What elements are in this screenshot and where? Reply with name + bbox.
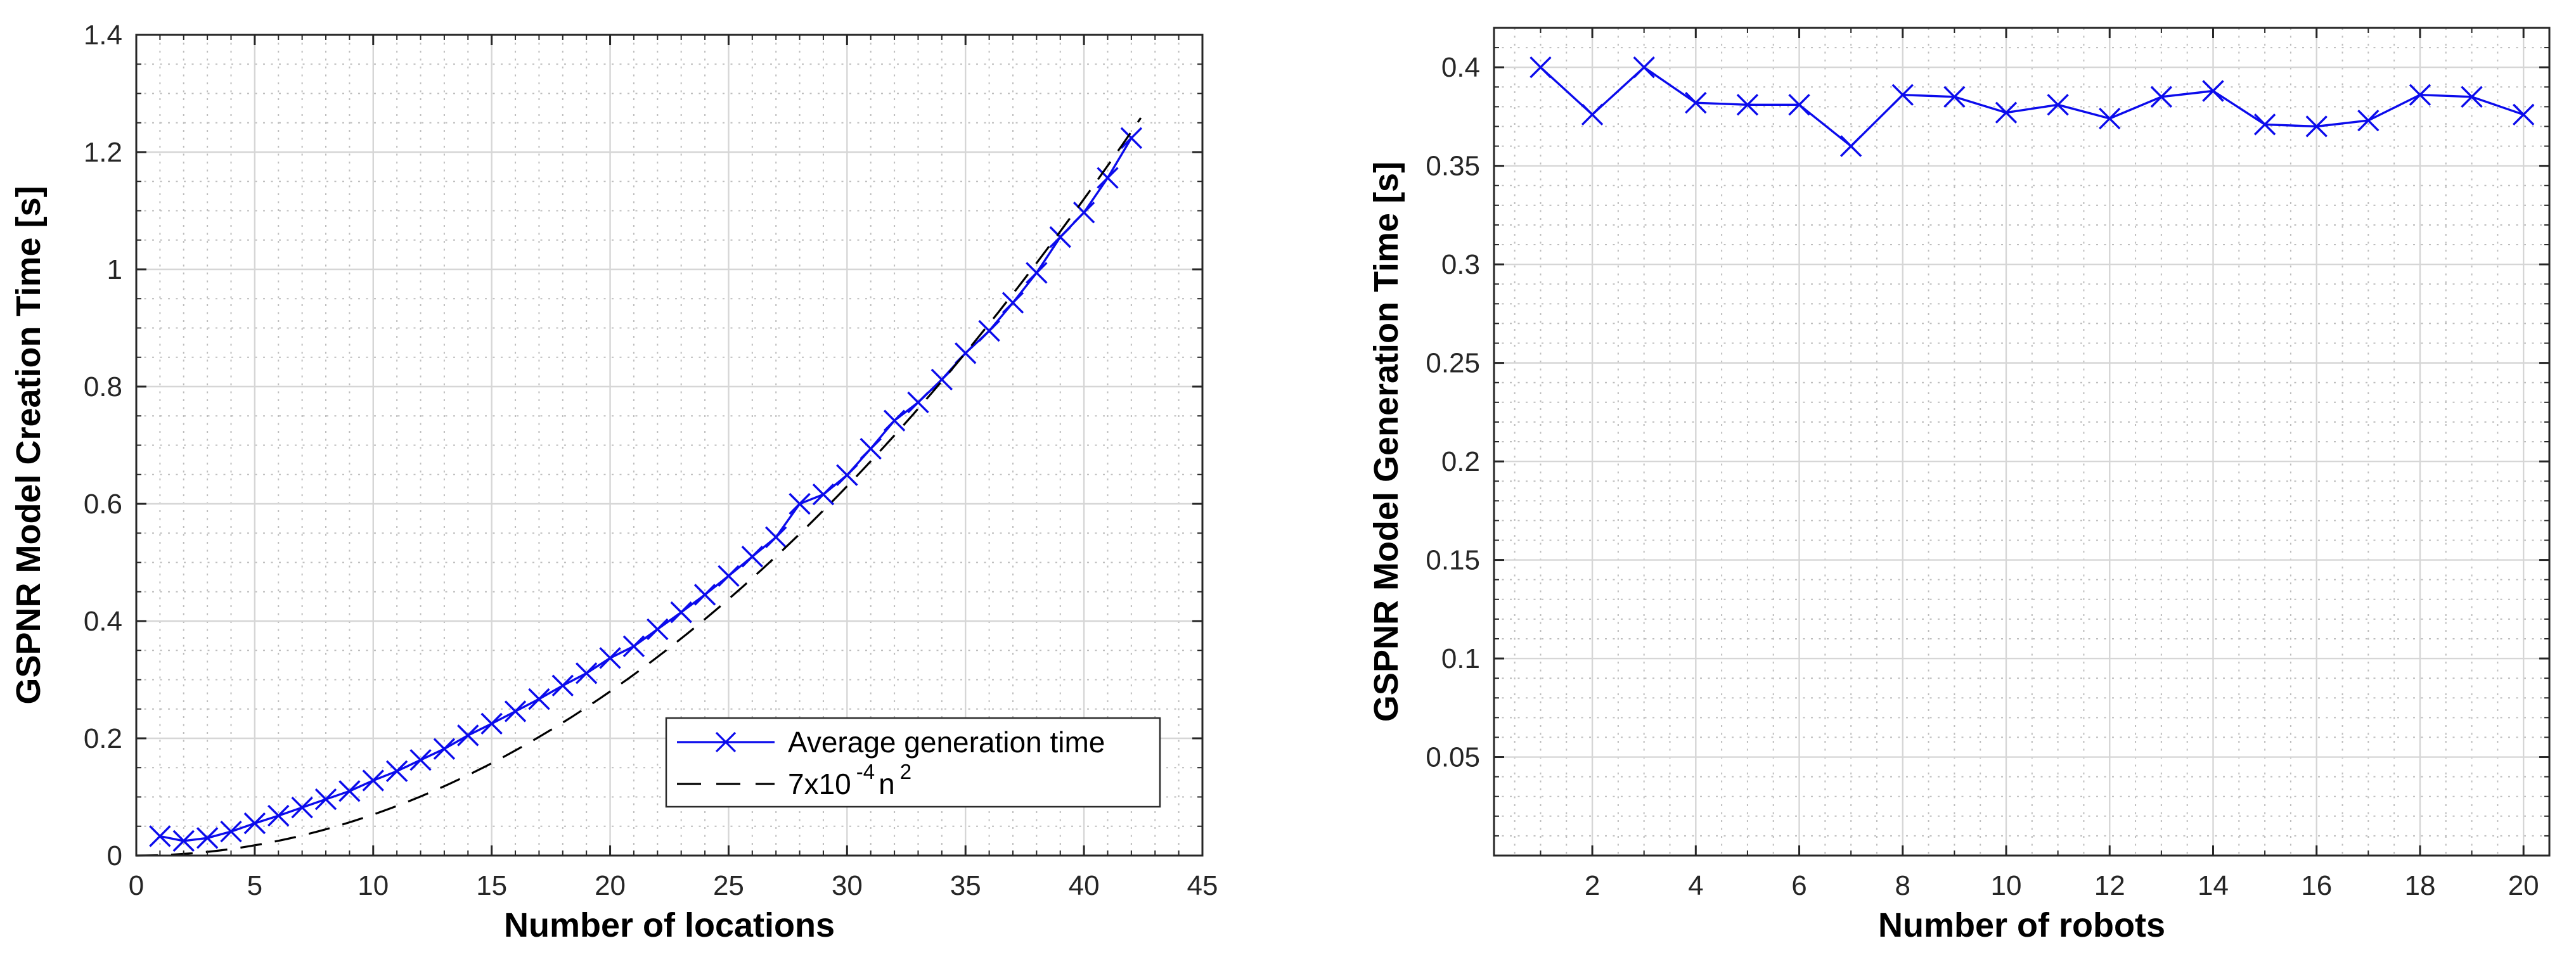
x-tick-label: 30 <box>832 870 863 901</box>
series-group <box>136 117 1143 857</box>
y-tick-label: 0.2 <box>84 723 122 754</box>
x-tick-label: 5 <box>247 870 262 901</box>
series-group <box>1530 56 2535 157</box>
minor-grid <box>136 35 1202 856</box>
y-tick-label: 0.4 <box>1441 52 1480 83</box>
tick-labels: 2 4 6 8 10 12 14 16 18 20 0.05 0.1 0.15 0.2 0.25 0.3 0.3… <box>1426 52 2539 901</box>
y-tick-label: 0.35 <box>1426 151 1480 182</box>
y-tick-label: 0.15 <box>1426 545 1480 576</box>
x-tick-label: 4 <box>1688 870 1703 901</box>
x-tick-label: 20 <box>2508 870 2539 901</box>
x-axis-label: Number of robots <box>1878 906 2165 944</box>
x-tick-label: 6 <box>1791 870 1806 901</box>
y-axis-label: GSPNR Model Creation Time [s] <box>10 186 48 704</box>
minor-tick-marks <box>136 35 1202 856</box>
y-tick-label: 0.6 <box>84 489 122 520</box>
x-tick-label: 15 <box>476 870 507 901</box>
y-axis-label: GSPNR Model Generation Time [s] <box>1367 162 1405 722</box>
x-tick-label: 2 <box>1585 870 1600 901</box>
x-tick-label: 8 <box>1895 870 1910 901</box>
x-tick-label: 16 <box>2301 870 2332 901</box>
data-series-line <box>1540 66 2524 148</box>
y-tick-label: 1 <box>107 254 122 285</box>
y-tick-label: 0.1 <box>1441 643 1480 674</box>
x-tick-label: 10 <box>1991 870 2022 901</box>
tick-labels: 0 5 10 15 20 25 30 35 40 45 0 0.2 0.4 0.6 0.8 1 1.2 1.4 <box>84 20 1218 901</box>
x-tick-label: 45 <box>1187 870 1218 901</box>
x-tick-label: 25 <box>713 870 744 901</box>
data-markers <box>1530 56 2535 157</box>
right-plot: 2 4 6 8 10 12 14 16 18 20 0.05 0.1 0.15 0.2 0.25 0.3 0.3… <box>1367 27 2551 944</box>
x-tick-label: 12 <box>2094 870 2125 901</box>
x-tick-label: 14 <box>2198 870 2229 901</box>
y-tick-label: 1.2 <box>84 137 122 168</box>
left-plot: 0 5 10 15 20 25 30 35 40 45 0 0.2 0.4 0.6 0.8 1 1.2 1.4 Nu… <box>10 20 1218 944</box>
tick-marks <box>1494 28 2549 856</box>
x-tick-label: 10 <box>357 870 389 901</box>
legend-sample-marker <box>715 731 737 753</box>
y-tick-label: 0.3 <box>1441 249 1480 280</box>
major-grid <box>1494 28 2549 856</box>
x-tick-label: 40 <box>1069 870 1100 901</box>
legend-entry-label: Average generation time <box>788 726 1105 759</box>
data-markers <box>149 127 1143 852</box>
tick-marks <box>135 34 1204 857</box>
x-axis-label: Number of locations <box>504 906 835 944</box>
fit-line <box>136 117 1142 857</box>
x-tick-label: 35 <box>950 870 981 901</box>
y-tick-label: 0.2 <box>1441 446 1480 477</box>
x-tick-label: 0 <box>129 870 144 901</box>
y-tick-label: 0 <box>107 840 122 871</box>
y-tick-label: 1.4 <box>84 20 122 51</box>
minor-tick-marks <box>1494 27 2549 856</box>
x-tick-label: 20 <box>595 870 626 901</box>
legend-entry-label: 7x10 -4 n 2 <box>788 760 911 800</box>
x-tick-label: 18 <box>2404 870 2435 901</box>
y-tick-label: 0.4 <box>84 606 122 637</box>
y-tick-label: 0.25 <box>1426 348 1480 379</box>
legend-box <box>665 717 1161 808</box>
minor-grid <box>1494 27 2550 856</box>
y-tick-label: 0.05 <box>1426 742 1480 773</box>
y-tick-label: 0.8 <box>84 371 122 402</box>
